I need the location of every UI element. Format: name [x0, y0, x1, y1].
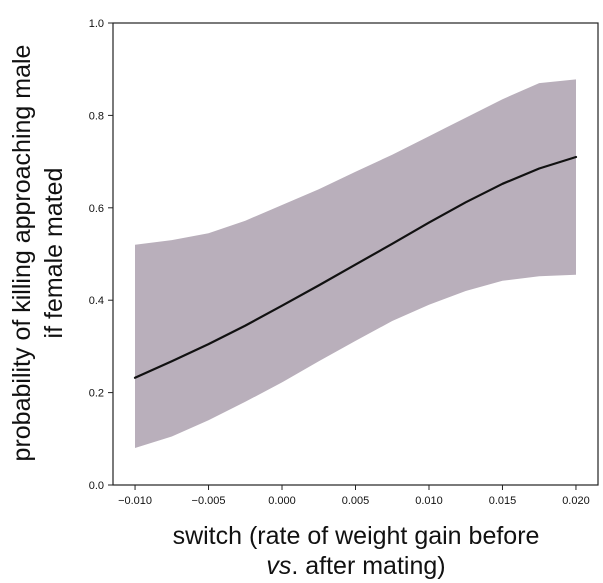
fit-line-layer [133, 155, 578, 379]
x-axis-title-italic: vs [266, 552, 291, 580]
y-tick-label: 1.0 [89, 18, 104, 30]
x-tick-label: 0.015 [489, 495, 517, 507]
x-tick-label: 0.010 [415, 495, 443, 507]
y-tick-label: 0.6 [89, 203, 104, 215]
x-axis-ticks: −0.010 −0.005 0.000 0.005 0.010 0.015 0.020 [118, 485, 590, 507]
x-tick-label: −0.010 [118, 495, 152, 507]
fit-line-0 [133, 155, 578, 379]
y-axis-title-line2: if female mated [40, 168, 68, 339]
x-axis-title-line1: switch (rate of weight gain before [173, 522, 540, 550]
y-tick-label: 0.0 [89, 480, 104, 492]
x-axis-title-rest: . after mating) [291, 552, 445, 580]
x-tick-label: 0.020 [562, 495, 590, 507]
y-tick-label: 0.2 [89, 388, 104, 400]
y-tick-label: 0.4 [89, 295, 104, 307]
x-tick-label: −0.005 [192, 495, 226, 507]
x-tick-label: 0.005 [342, 495, 370, 507]
x-tick-label: 0.000 [268, 495, 296, 507]
y-axis-ticks: 0.0 0.2 0.4 0.6 0.8 1.0 [89, 18, 113, 492]
y-tick-label: 0.8 [89, 110, 104, 122]
y-axis-title-line1: probability of killing approaching male [8, 45, 36, 462]
x-axis-title-line2: vs. after mating) [266, 552, 445, 580]
